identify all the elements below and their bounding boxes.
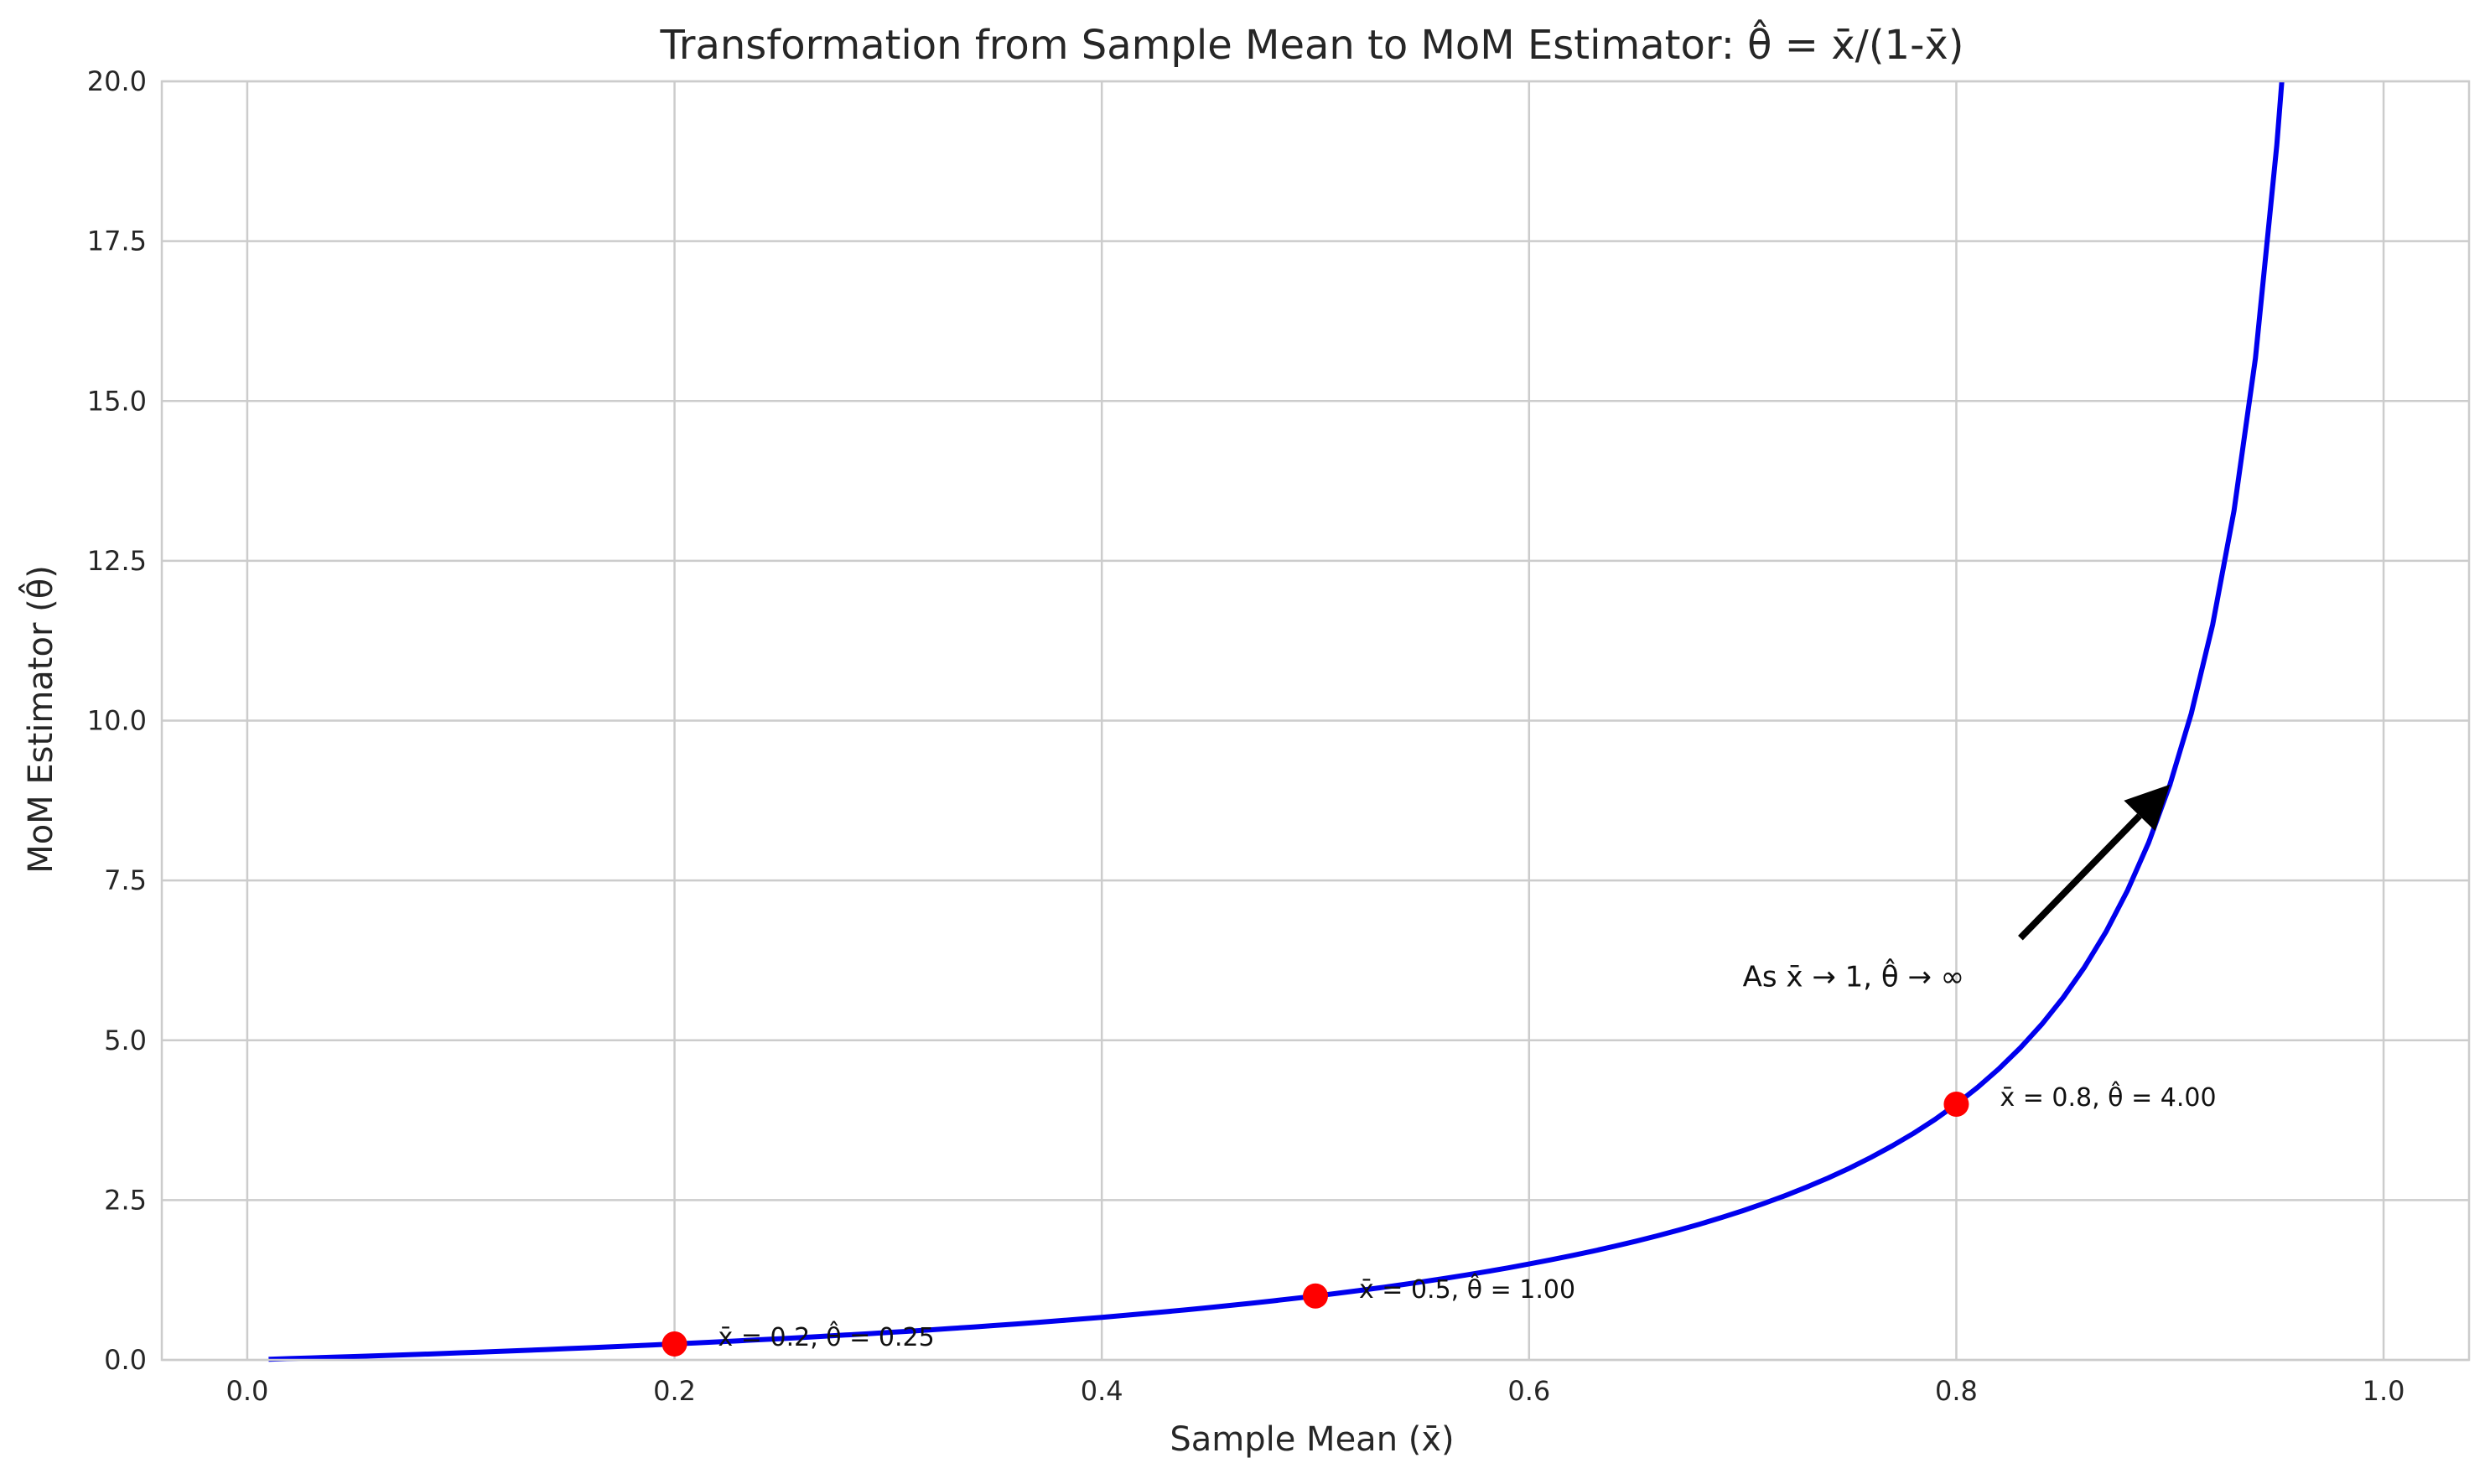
data-point [1303, 1283, 1328, 1309]
x-axis-label: Sample Mean (x̄) [1170, 1420, 1454, 1459]
y-tick-label: 7.5 [104, 864, 147, 896]
y-tick-label: 2.5 [104, 1184, 147, 1216]
plot-frame [160, 80, 2471, 1362]
x-tick-label: 0.8 [1935, 1375, 1978, 1407]
x-tick-label: 0.6 [1507, 1375, 1550, 1407]
x-tick-label: 0.2 [653, 1375, 696, 1407]
y-tick-label: 10.0 [87, 705, 147, 737]
points-layer: x̄ = 0.2, θ̂ = 0.25 x̄ = 0.5, θ̂ = 1.00 x̄… [661, 1081, 2217, 1357]
chart-title: Transformation from Sample Mean to MoM E… [659, 18, 1963, 69]
annotation-arrow-shaft [2018, 813, 2142, 941]
y-tick-label: 15.0 [87, 385, 147, 417]
annotation-arrow-head [2124, 784, 2171, 832]
ticks-layer: 0.0 0.2 0.4 0.6 0.8 1.0 0.0 2.5 5.0 7.5 10.0 12.5 15… [87, 65, 2405, 1407]
data-label: x̄ = 0.5, θ̂ = 1.00 [1359, 1272, 1575, 1304]
y-tick-label: 5.0 [104, 1025, 147, 1056]
annotation-label: As x̄ → 1, θ̂ → ∞ [1743, 958, 1964, 994]
y-tick-label: 20.0 [87, 65, 147, 97]
data-label: x̄ = 0.2, θ̂ = 0.25 [718, 1320, 935, 1352]
y-tick-label: 12.5 [87, 545, 147, 577]
y-tick-label: 17.5 [87, 226, 147, 257]
annotation-layer: As x̄ → 1, θ̂ → ∞ [1743, 784, 2171, 994]
x-tick-label: 1.0 [2363, 1375, 2405, 1407]
x-tick-label: 0.4 [1081, 1375, 1123, 1407]
y-tick-label: 0.0 [104, 1344, 147, 1376]
data-point [661, 1331, 687, 1357]
data-label: x̄ = 0.8, θ̂ = 4.00 [2000, 1081, 2216, 1113]
x-tick-label: 0.0 [226, 1375, 268, 1407]
data-point [1943, 1092, 1969, 1117]
y-axis-label: MoM Estimator (θ̂) [18, 565, 60, 874]
grid [162, 80, 2469, 1362]
